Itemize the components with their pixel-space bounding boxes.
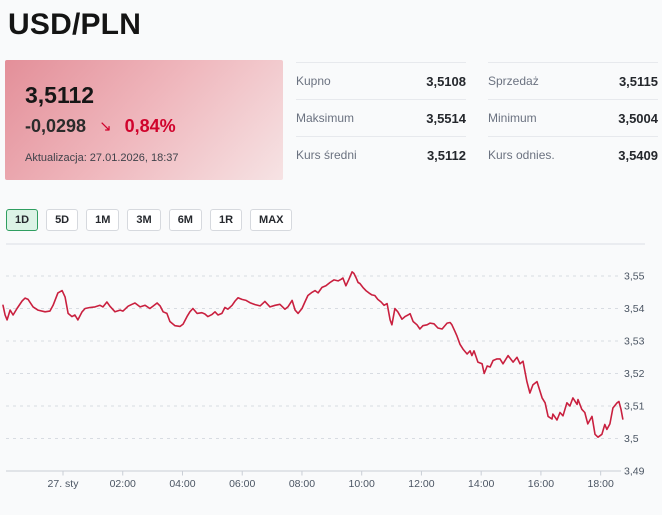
x-axis-label: 12:00 [408, 478, 434, 490]
stat-value: 3,5112 [426, 147, 466, 163]
x-axis-label: 18:00 [588, 478, 614, 490]
range-selector: 1D 5D 1M 3M 6M 1R MAX [6, 209, 293, 231]
quote-updated-timestamp: Aktualizacja: 27.01.2026, 18:37 [25, 152, 179, 164]
quote-change: -0,0298 [25, 116, 87, 136]
x-axis-label: 27. sty [48, 478, 80, 490]
stat-row: Kurs odnies. 3,5409 [488, 136, 658, 173]
stat-value: 3,5115 [618, 73, 658, 89]
y-axis-label: 3,54 [624, 303, 645, 315]
stat-label: Sprzedaż [488, 74, 539, 88]
stat-value: 3,5514 [426, 110, 466, 126]
page-title: USD/PLN [8, 8, 142, 41]
stat-row: Maksimum 3,5514 [296, 99, 466, 136]
stat-label: Kurs średni [296, 148, 357, 162]
arrow-down-right-icon: ↘ [99, 118, 112, 135]
x-axis-label: 06:00 [229, 478, 255, 490]
x-axis-label: 16:00 [528, 478, 554, 490]
stat-row: Sprzedaż 3,5115 [488, 62, 658, 99]
y-axis-label: 3,53 [624, 336, 645, 348]
range-button-1m[interactable]: 1M [86, 209, 120, 231]
y-axis-label: 3,49 [624, 466, 645, 478]
range-button-1d[interactable]: 1D [6, 209, 39, 231]
y-axis-label: 3,52 [624, 368, 645, 380]
y-axis-label: 3,55 [624, 271, 645, 283]
stats-column-1: Kupno 3,5108 Maksimum 3,5514 Kurs średni 3,51… [296, 62, 466, 173]
range-button-5d[interactable]: 5D [46, 209, 79, 231]
stats-column-2: Sprzedaż 3,5115 Minimum 3,5004 Kurs odnies. 3… [488, 62, 658, 173]
stat-label: Kurs odnies. [488, 148, 555, 162]
stat-label: Maksimum [296, 111, 355, 125]
quote-change-row: -0,0298 ↘ 0,84% [25, 116, 176, 137]
stat-label: Kupno [296, 74, 331, 88]
range-button-1r[interactable]: 1R [209, 209, 243, 231]
x-axis-label: 14:00 [468, 478, 494, 490]
range-button-3m[interactable]: 3M [127, 209, 161, 231]
quote-card: 3,5112 -0,0298 ↘ 0,84% Aktualizacja: 27.… [5, 60, 283, 180]
quote-change-percent: 0,84% [124, 116, 176, 136]
range-button-max[interactable]: MAX [250, 209, 293, 231]
x-axis-label: 08:00 [289, 478, 315, 490]
stat-row: Minimum 3,5004 [488, 99, 658, 136]
stat-value: 3,5409 [618, 147, 658, 163]
range-button-6m[interactable]: 6M [168, 209, 202, 231]
y-axis-label: 3,5 [624, 433, 639, 445]
stat-row: Kupno 3,5108 [296, 62, 466, 99]
x-axis-label: 10:00 [349, 478, 375, 490]
stat-label: Minimum [488, 111, 537, 125]
stats-table: Kupno 3,5108 Maksimum 3,5514 Kurs średni 3,51… [296, 62, 658, 173]
y-axis-label: 3,51 [624, 401, 645, 413]
stat-value: 3,5108 [426, 73, 466, 89]
stat-row: Kurs średni 3,5112 [296, 136, 466, 173]
quote-value: 3,5112 [25, 82, 95, 108]
x-axis-label: 02:00 [110, 478, 136, 490]
x-axis-label: 04:00 [169, 478, 195, 490]
price-line[interactable] [2, 270, 624, 439]
stat-value: 3,5004 [618, 110, 658, 126]
